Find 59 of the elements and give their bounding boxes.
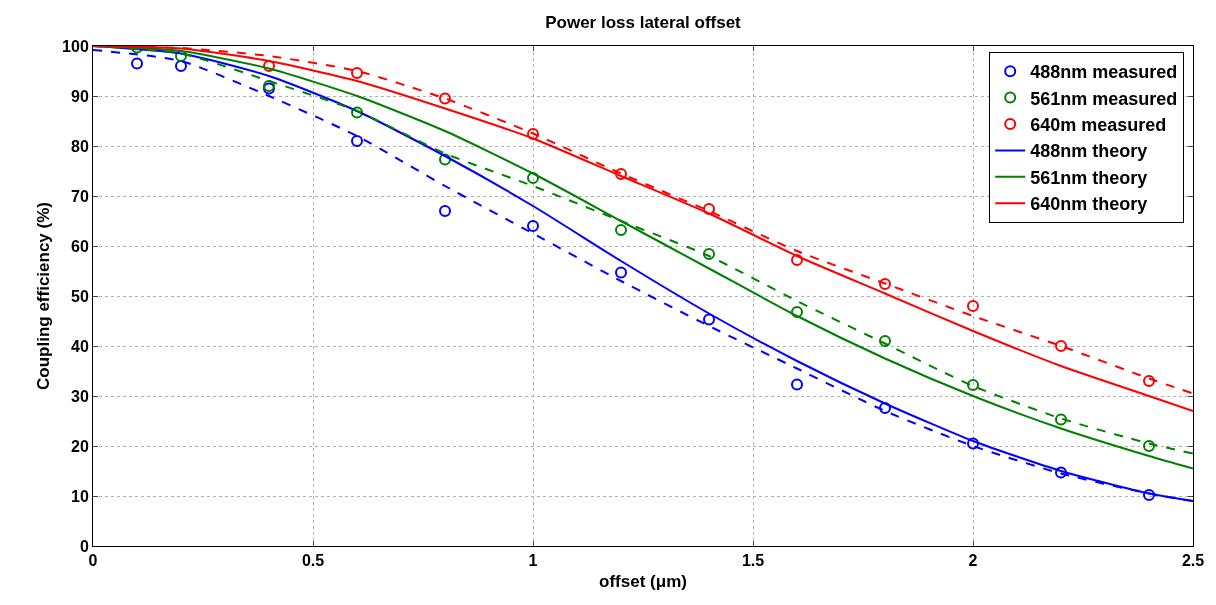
- point: [703, 313, 715, 326]
- y-tick-label: 70: [71, 187, 89, 205]
- y-tick-label: 100: [62, 37, 89, 55]
- y-tick-label: 30: [71, 387, 89, 405]
- point: [879, 335, 891, 347]
- x-tick-label: 2.5: [1181, 552, 1205, 570]
- x-tick-label: 1.5: [741, 552, 765, 570]
- point: [1055, 466, 1067, 479]
- point: [439, 205, 451, 217]
- point: [175, 50, 187, 62]
- y-tick-label: 20: [71, 437, 89, 455]
- point: [175, 60, 187, 72]
- point: [527, 172, 539, 184]
- point: [1143, 489, 1155, 501]
- point: [527, 220, 539, 232]
- point: [791, 254, 803, 266]
- point: [967, 300, 979, 312]
- point: [615, 266, 627, 279]
- x-tick-label: 1: [528, 552, 538, 570]
- y-tick-label: 60: [71, 237, 89, 255]
- point: [1055, 340, 1067, 352]
- x-tick-label: 0.5: [301, 552, 325, 570]
- point: [967, 437, 979, 450]
- point: [439, 92, 451, 105]
- y-tick-label: 10: [71, 487, 89, 505]
- point: [351, 135, 363, 147]
- point: [351, 106, 363, 119]
- point: [263, 60, 275, 72]
- point: [703, 248, 715, 260]
- point: [879, 402, 891, 414]
- y-tick-label: 50: [71, 287, 89, 305]
- point: [615, 168, 627, 180]
- point: [439, 153, 451, 166]
- y-tick-label: 90: [71, 87, 89, 105]
- point: [615, 224, 627, 236]
- legend-label: 640nm theory: [1030, 194, 1148, 215]
- legend-label: 488nm measured: [1030, 62, 1178, 83]
- point: [879, 278, 891, 290]
- point: [1055, 413, 1067, 426]
- point: [1143, 440, 1155, 452]
- x-axis-title: offset (μm): [599, 571, 687, 591]
- y-tick-label: 80: [71, 137, 89, 155]
- legend-label: 488nm theory: [1030, 141, 1148, 162]
- chart-title: Power loss lateral offset: [545, 12, 742, 32]
- x-tick-label: 2: [968, 552, 978, 570]
- legend-label: 561nm theory: [1030, 167, 1148, 188]
- y-tick-label: 40: [71, 337, 89, 355]
- point: [703, 203, 715, 215]
- point: [1143, 375, 1155, 387]
- y-axis-title: Coupling efficiency (%): [33, 202, 53, 390]
- point: [791, 306, 803, 318]
- legend-label: 640m measured: [1030, 115, 1167, 136]
- y-tick-label: 0: [79, 537, 89, 555]
- point: [527, 128, 539, 140]
- point: [791, 378, 803, 391]
- legend-label: 561nm measured: [1030, 88, 1178, 109]
- point: [967, 379, 979, 391]
- point: [351, 67, 363, 79]
- point: [131, 57, 143, 70]
